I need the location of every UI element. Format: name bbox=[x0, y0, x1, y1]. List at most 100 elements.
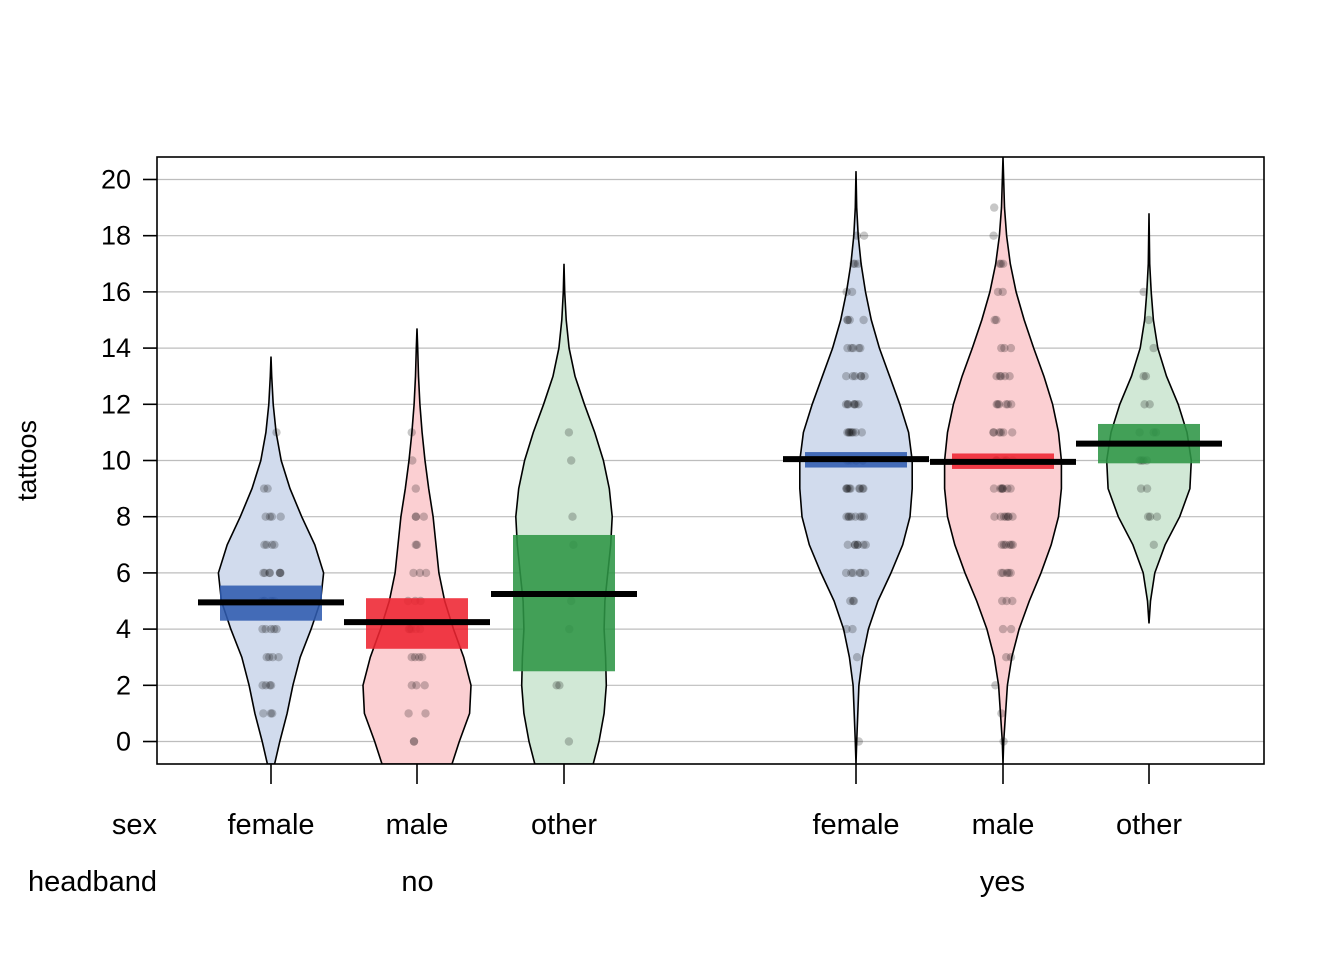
data-point bbox=[996, 512, 1005, 521]
data-point bbox=[269, 624, 279, 634]
data-point bbox=[260, 568, 269, 578]
data-point bbox=[266, 709, 275, 718]
data-point bbox=[409, 737, 419, 746]
data-point bbox=[990, 512, 999, 521]
x-group-label-headband: no bbox=[401, 866, 433, 898]
data-point bbox=[845, 484, 854, 493]
data-point bbox=[850, 540, 860, 549]
y-tick-label: 6 bbox=[116, 558, 131, 588]
y-tick-label: 4 bbox=[116, 614, 131, 644]
data-point bbox=[419, 512, 428, 521]
data-point bbox=[993, 400, 1002, 409]
y-tick-label: 12 bbox=[101, 389, 131, 419]
data-point bbox=[267, 540, 277, 549]
data-point bbox=[1143, 512, 1153, 521]
data-point bbox=[1145, 512, 1155, 521]
data-point bbox=[989, 231, 998, 240]
data-point bbox=[842, 484, 851, 493]
data-point bbox=[1002, 596, 1011, 606]
data-point bbox=[1005, 372, 1014, 381]
data-point bbox=[998, 484, 1007, 493]
data-point bbox=[1001, 512, 1011, 521]
data-point bbox=[1144, 315, 1154, 325]
data-point bbox=[1006, 653, 1016, 662]
data-point bbox=[860, 568, 870, 578]
data-point bbox=[555, 681, 564, 690]
data-point bbox=[853, 540, 862, 549]
data-point bbox=[842, 512, 851, 521]
data-point bbox=[995, 372, 1005, 381]
data-point bbox=[409, 568, 418, 578]
data-point bbox=[404, 709, 413, 718]
hdi-no-other bbox=[513, 534, 615, 672]
data-point bbox=[841, 568, 851, 578]
data-point bbox=[1140, 400, 1149, 409]
data-point bbox=[1002, 653, 1011, 662]
data-point bbox=[1000, 343, 1009, 353]
data-point bbox=[259, 568, 268, 578]
data-point bbox=[992, 400, 1001, 409]
y-tick-label: 18 bbox=[101, 221, 131, 251]
data-point bbox=[411, 484, 420, 493]
data-point bbox=[261, 512, 270, 521]
data-point bbox=[418, 653, 427, 662]
data-point bbox=[997, 709, 1006, 718]
data-point bbox=[999, 259, 1008, 268]
data-point bbox=[1149, 343, 1158, 353]
data-point bbox=[854, 737, 863, 746]
data-point bbox=[846, 484, 855, 493]
violin-yes-female bbox=[799, 171, 913, 764]
data-point bbox=[276, 568, 285, 578]
data-point bbox=[844, 428, 853, 437]
data-point bbox=[859, 540, 868, 549]
data-point bbox=[1149, 540, 1159, 549]
data-point bbox=[996, 372, 1006, 381]
data-point bbox=[992, 315, 1001, 325]
data-point bbox=[993, 287, 1003, 297]
data-point bbox=[997, 568, 1006, 578]
data-point bbox=[995, 428, 1004, 437]
data-point bbox=[847, 428, 857, 437]
data-point bbox=[410, 653, 420, 662]
data-point bbox=[847, 512, 856, 521]
data-point bbox=[999, 428, 1008, 437]
data-point bbox=[272, 624, 281, 634]
data-point bbox=[842, 624, 851, 634]
data-point bbox=[567, 456, 576, 465]
data-point bbox=[989, 428, 998, 437]
data-point bbox=[411, 512, 421, 521]
data-point bbox=[843, 315, 852, 325]
data-point bbox=[421, 709, 430, 718]
y-tick-label: 0 bbox=[116, 727, 131, 757]
data-point bbox=[568, 512, 577, 521]
data-point bbox=[266, 624, 276, 634]
data-point bbox=[408, 456, 417, 465]
data-point bbox=[856, 372, 865, 381]
data-point bbox=[263, 484, 272, 493]
data-point bbox=[853, 259, 863, 268]
data-point bbox=[274, 653, 283, 662]
data-point bbox=[850, 372, 860, 381]
data-point bbox=[858, 484, 867, 493]
data-point bbox=[859, 484, 868, 493]
data-point bbox=[1004, 512, 1013, 521]
data-point bbox=[1141, 372, 1151, 381]
data-point bbox=[998, 568, 1008, 578]
outer-factor-label: headband bbox=[28, 866, 157, 898]
data-point bbox=[266, 681, 276, 690]
data-point bbox=[990, 203, 999, 212]
data-point bbox=[854, 400, 863, 409]
data-point bbox=[261, 681, 271, 690]
y-tick-label: 8 bbox=[116, 502, 131, 532]
inner-factor-label: sex bbox=[112, 809, 158, 841]
data-point bbox=[999, 540, 1009, 549]
data-point bbox=[856, 568, 865, 578]
data-point bbox=[1145, 400, 1154, 409]
data-point bbox=[1003, 400, 1012, 409]
y-tick-label: 14 bbox=[101, 333, 131, 363]
data-point bbox=[996, 259, 1006, 268]
data-point bbox=[1152, 512, 1162, 521]
x-tick-label-sex: other bbox=[1116, 809, 1182, 841]
data-point bbox=[848, 428, 858, 437]
